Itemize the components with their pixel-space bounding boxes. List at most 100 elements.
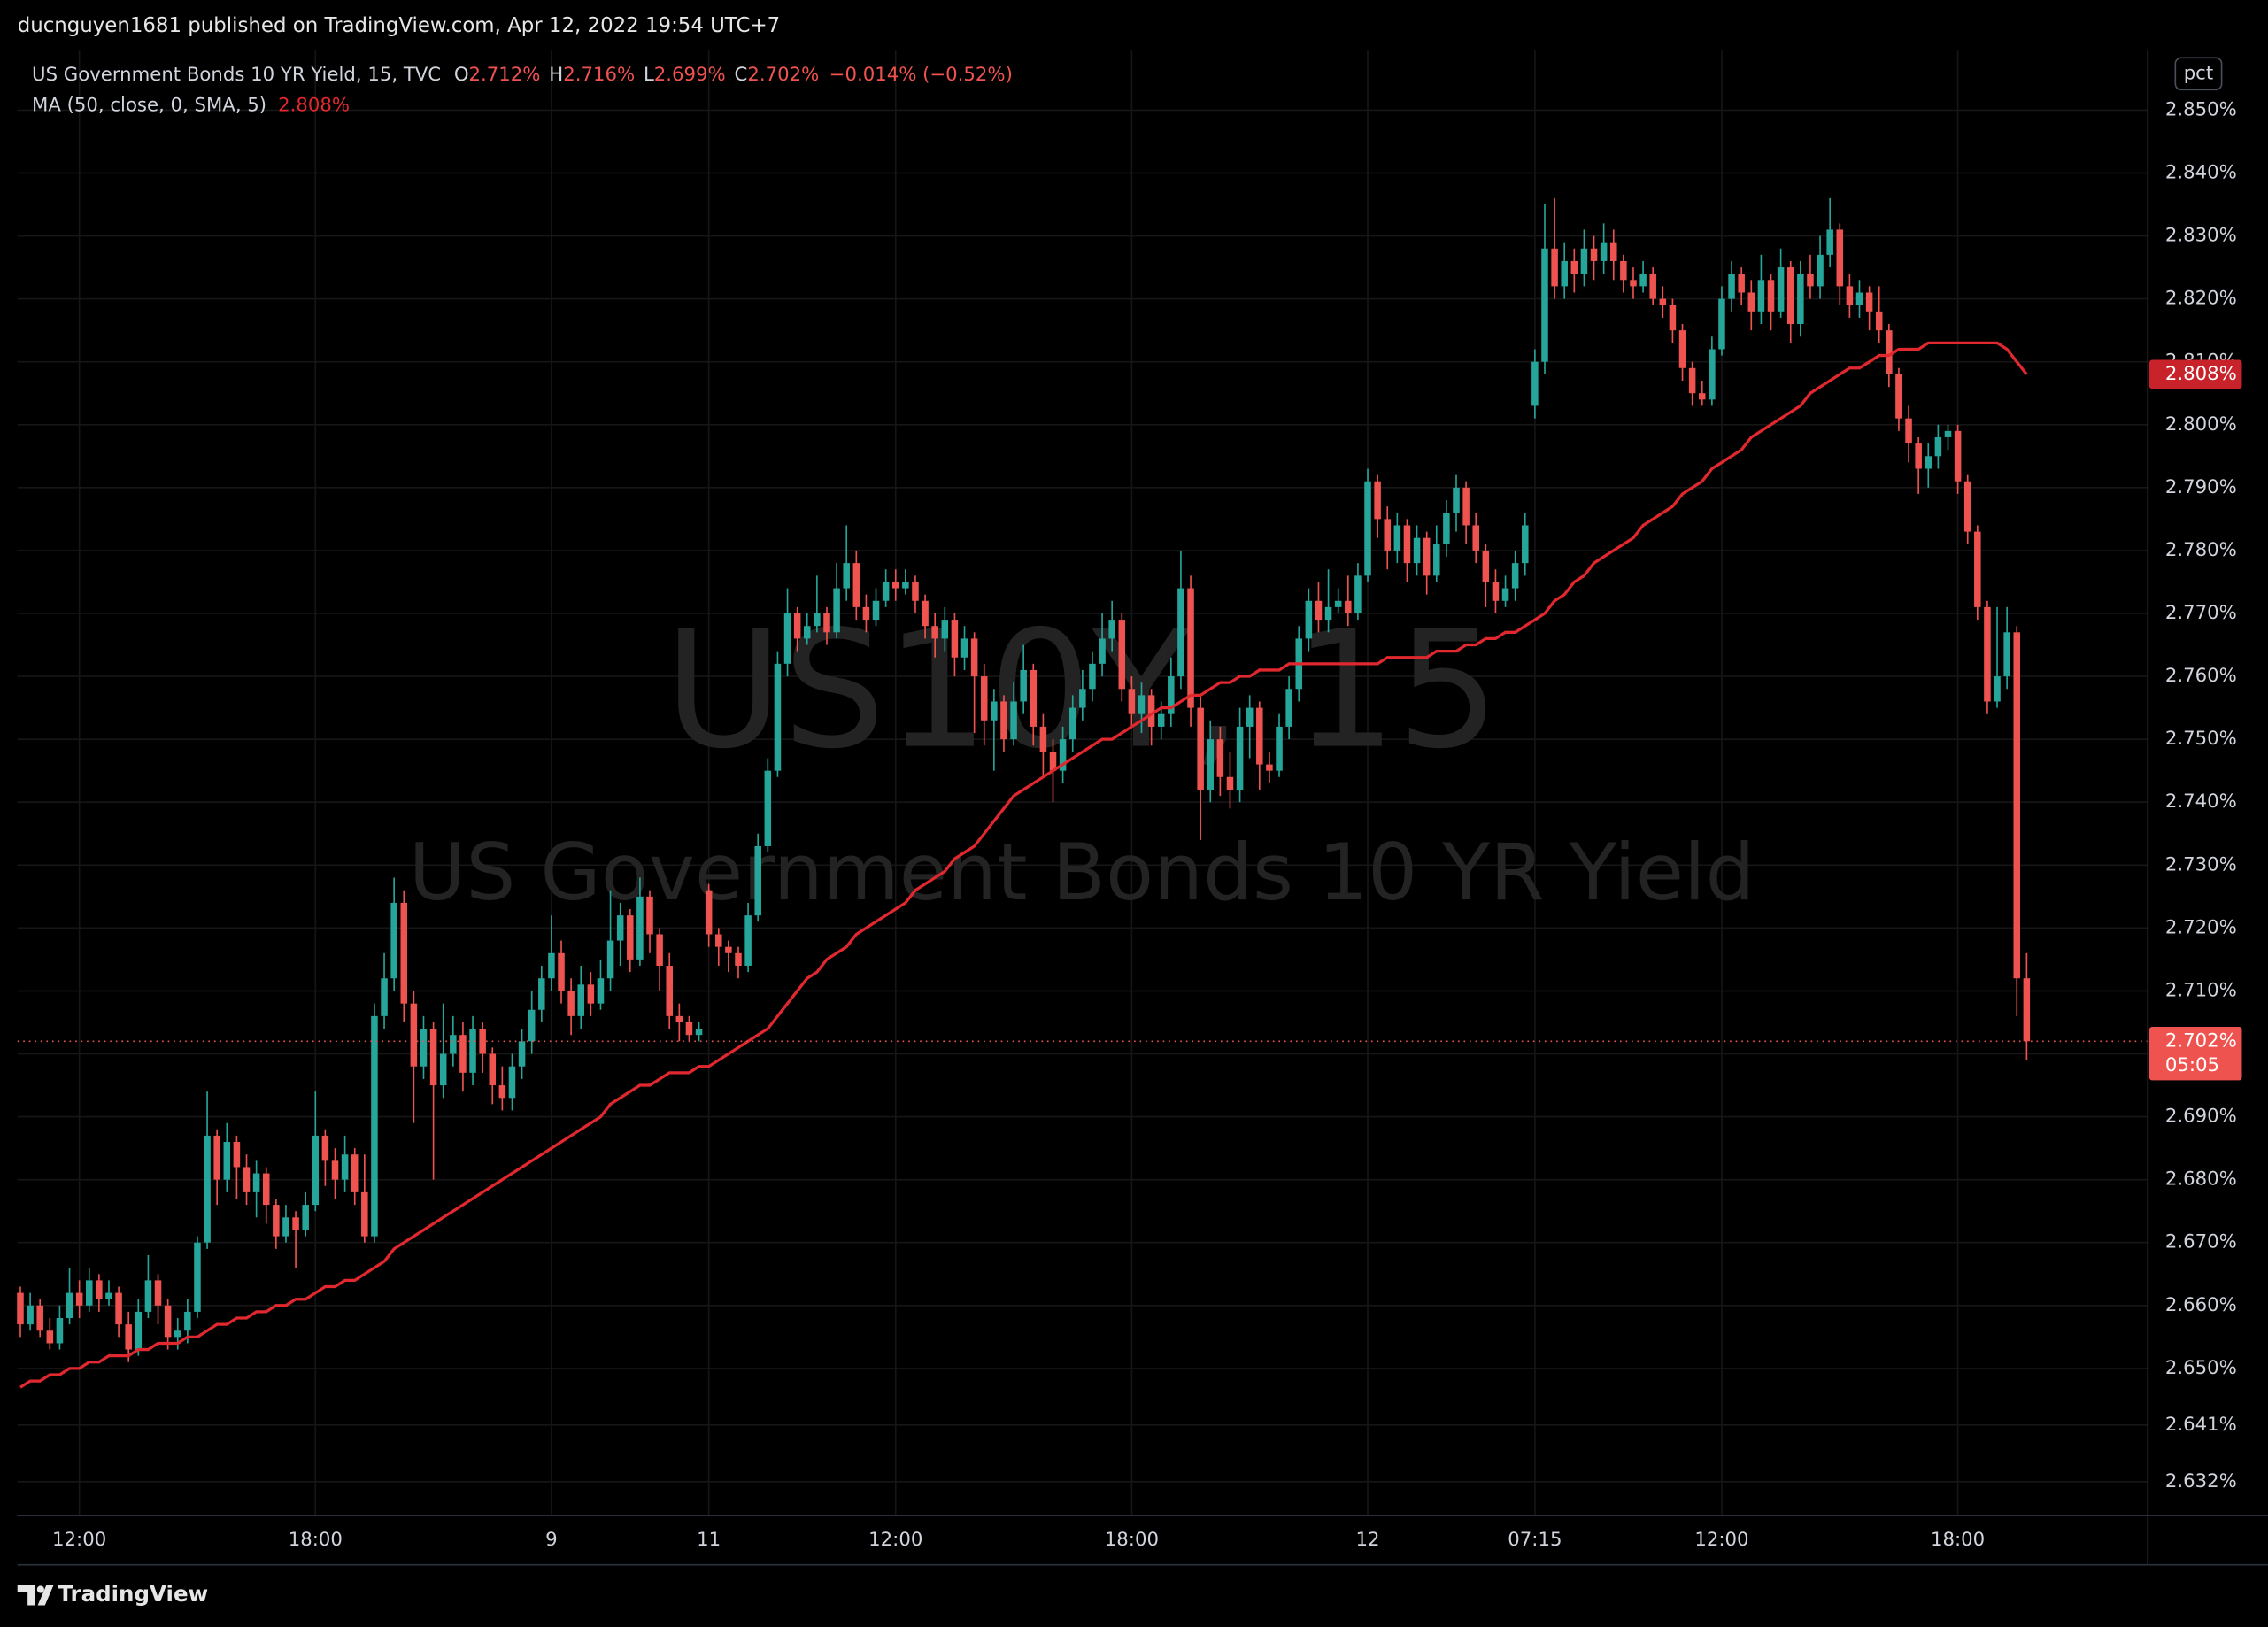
logo-mark[interactable] — [17, 1585, 35, 1606]
candle-body — [439, 1053, 447, 1086]
candle-body — [1915, 443, 1922, 469]
candle-body — [1345, 600, 1352, 613]
candle-body — [1522, 525, 1529, 564]
logo-slash[interactable] — [37, 1585, 54, 1606]
candle-body — [577, 984, 585, 1016]
candle-body — [804, 626, 811, 639]
candle-body — [1256, 707, 1263, 765]
candle-body — [823, 613, 830, 633]
candle-body — [96, 1280, 103, 1299]
y-tick-label: 2.850% — [2165, 98, 2237, 120]
legend-ohlc-key: C — [735, 64, 748, 86]
candle-body — [705, 890, 713, 935]
candle-body — [321, 1135, 329, 1161]
candle-body — [646, 896, 653, 935]
candle-body — [1482, 550, 1490, 582]
candle-body — [1492, 582, 1500, 601]
candle-body — [459, 1035, 467, 1073]
unit-button-label[interactable]: pct — [2184, 62, 2213, 84]
candle-body — [282, 1217, 289, 1237]
candle-body — [17, 1292, 24, 1325]
candle-body — [656, 934, 663, 967]
candle-body — [774, 663, 782, 771]
candle-body — [450, 1035, 457, 1054]
candle-body — [1994, 676, 2001, 702]
candle-body — [1089, 663, 1096, 690]
candle-body — [1276, 726, 1283, 771]
plot — [17, 197, 2148, 1389]
candle-body — [1826, 229, 1833, 255]
candle-body — [1786, 267, 1794, 325]
candle-body — [1049, 752, 1057, 771]
candle-body — [1207, 739, 1215, 790]
candle-body — [361, 1191, 368, 1237]
candle-body — [1216, 739, 1224, 777]
candle-body — [86, 1280, 93, 1306]
candle-body — [616, 915, 624, 941]
y-tick-label: 2.632% — [2165, 1470, 2237, 1492]
y-tick-label: 2.720% — [2165, 916, 2237, 938]
candle-body — [1462, 487, 1470, 526]
y-tick-label: 2.800% — [2165, 413, 2237, 436]
y-tick-label: 2.820% — [2165, 288, 2237, 310]
indicator-legend: MA (50, close, 0, SMA, 5) 2.808% — [32, 94, 350, 116]
legend-title: US Government Bonds 10 YR Yield, 15, TVC — [32, 64, 441, 86]
candle-body — [2003, 632, 2010, 677]
last-price-label: 2.702% — [2165, 1029, 2237, 1052]
candle-body — [273, 1205, 280, 1237]
published-note: ducnguyen1681 published on TradingView.c… — [18, 14, 780, 37]
candle-body — [627, 915, 634, 960]
ma-price-label: 2.808% — [2165, 363, 2237, 385]
y-tick-label: 2.730% — [2165, 853, 2237, 875]
candle-body — [666, 966, 673, 1016]
candle-body — [144, 1280, 152, 1312]
candle-body — [46, 1330, 54, 1344]
watermark-subtitle: US Government Bonds 10 YR Yield — [409, 827, 1755, 918]
candle-body — [27, 1305, 34, 1325]
candle-body — [429, 1029, 437, 1086]
candle-body — [1187, 588, 1194, 708]
unit-button[interactable]: pct — [2174, 57, 2223, 91]
x-tick-label: 12 — [1356, 1529, 1380, 1551]
candle-body — [1384, 519, 1391, 551]
candle-body — [331, 1160, 339, 1180]
legend-ohlc-key: O — [454, 64, 469, 86]
candle-body — [1531, 361, 1539, 406]
y-tick-label: 2.641% — [2165, 1414, 2237, 1436]
candle-body — [735, 952, 742, 967]
unit-button-frame[interactable] — [2174, 57, 2223, 91]
candle-body — [1226, 776, 1234, 790]
brand-name[interactable]: TradingView — [58, 1581, 208, 1607]
logo-dot[interactable] — [36, 1585, 44, 1593]
candle-body — [1334, 600, 1342, 607]
candle-body — [204, 1135, 211, 1243]
candle-body — [725, 946, 732, 953]
candle-body — [75, 1292, 83, 1306]
candle-body — [548, 952, 555, 979]
candle-body — [1600, 242, 1608, 261]
candle-body — [922, 600, 929, 627]
bar-countdown: 05:05 — [2165, 1054, 2219, 1076]
brand-logo[interactable]: TradingView — [17, 1581, 208, 1607]
candle-body — [312, 1135, 320, 1206]
candle-body — [1610, 242, 1617, 261]
candle-body — [1669, 305, 1677, 331]
y-tick-label: 2.710% — [2165, 979, 2237, 1001]
candle-body — [36, 1305, 43, 1331]
candle-body — [695, 1029, 703, 1036]
candle-body — [1728, 274, 1735, 299]
candle-body — [1925, 456, 1932, 469]
legend-ohlc-value: 2.702% — [747, 64, 819, 86]
candle-body — [1000, 701, 1007, 740]
candle-body — [1068, 707, 1076, 740]
x-tick-label: 18:00 — [289, 1529, 343, 1551]
y-tick-label: 2.790% — [2165, 476, 2237, 498]
y-tick-label: 2.750% — [2165, 728, 2237, 750]
candle-body — [1590, 248, 1598, 261]
candle-body — [1157, 713, 1165, 727]
candle-body — [1767, 280, 1775, 312]
candle-body — [1974, 531, 1981, 607]
candle-body — [1511, 563, 1519, 589]
candle-body — [1630, 280, 1637, 287]
y-tick-label: 2.680% — [2165, 1168, 2237, 1191]
